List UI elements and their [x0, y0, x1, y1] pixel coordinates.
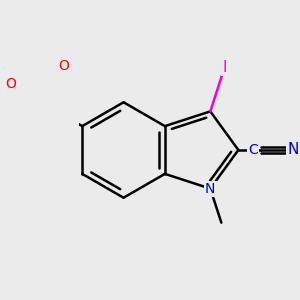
Text: N: N — [287, 142, 299, 158]
Text: O: O — [5, 77, 16, 92]
Text: O: O — [59, 59, 70, 73]
Text: N: N — [205, 182, 215, 196]
Text: C: C — [248, 143, 257, 157]
Text: I: I — [222, 60, 227, 75]
